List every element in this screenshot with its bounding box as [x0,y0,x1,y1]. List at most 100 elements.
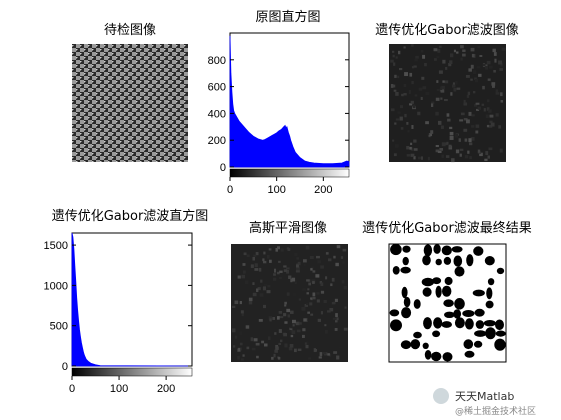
gaussian-speckle [275,346,279,350]
gabor-speckle [420,50,424,53]
gabor-speckle [435,145,439,148]
gabor-speckle [414,59,418,62]
gabor-speckle [462,53,466,57]
gaussian-speckle [324,330,328,334]
gaussian-speckle [342,261,345,264]
gabor-speckle [395,144,399,148]
gabor-speckle [471,53,475,58]
gaussian-speckle [331,277,335,282]
gabor-speckle [404,72,408,77]
gabor-speckle [453,87,457,92]
gabor-speckle [463,118,468,121]
gabor-speckle [493,70,496,73]
gaussian-speckle [315,274,320,278]
gaussian-speckle [250,264,254,268]
gaussian-speckle [279,270,283,273]
gabor-speckle [417,111,421,115]
gaussian-speckle [297,261,301,266]
gabor-speckle [393,153,397,157]
title-gaussian-image: 高斯平滑图像 [249,220,327,236]
gaussian-speckle [290,325,294,329]
gabor-speckle [445,155,450,158]
gabor-speckle [390,84,394,88]
gaussian-speckle [274,349,278,353]
original-ytick-label-2: 400 [208,108,226,120]
gabor-speckle [413,65,417,68]
defect-blob [454,266,465,277]
gaussian-speckle [267,285,271,288]
gabor-speckle [411,44,414,47]
gabor-speckle [490,122,495,127]
gaussian-speckle [283,313,287,317]
defect-blob [423,317,432,330]
gabor-speckle [479,152,483,157]
original-xtick-label-0: 0 [227,184,233,196]
gaussian-speckle [273,353,276,358]
gabor-speckle [485,151,489,156]
gabor-speckle [455,80,458,85]
gabor-speckle [495,92,500,95]
defect-blob [422,255,431,266]
gabor-speckle [449,131,454,136]
gabor-speckle [392,50,395,53]
gabor-speckle [491,82,496,86]
gaussian-speckle [341,280,345,284]
gabor-speckle [486,107,490,111]
original-ytick-label-4: 800 [208,55,226,67]
defect-blob [451,246,463,253]
gabor-speckle [413,148,418,151]
original-ytick-label-1: 200 [208,135,226,147]
gaussian-speckle [269,259,272,263]
gabor-speckle [486,124,490,128]
gabor-speckle [486,60,491,65]
gabor-speckle [444,80,449,84]
gabor-speckle [438,120,442,125]
defect-blob [442,352,453,362]
defect-blob [389,309,400,317]
gaussian-speckle [234,335,238,339]
gaussian-speckle [333,351,338,354]
gabor-speckle [463,102,468,106]
gaussian-speckle [284,343,288,348]
gaussian-speckle [324,324,327,327]
defect-blob [401,286,408,299]
gaussian-speckle [262,286,267,291]
gaussian-speckle [283,265,287,268]
gaussian-speckle [303,259,307,263]
gaussian-speckle [298,298,302,301]
defect-blob [444,276,453,286]
gabor-speckle [430,130,434,134]
gaussian-speckle [335,262,339,267]
gaussian-speckle [293,279,298,283]
gaussian-speckle [232,305,236,308]
original-histogram-bars [229,35,350,168]
gaussian-speckle [287,248,291,251]
gabor-speckle [468,138,472,143]
gaussian-speckle [239,331,243,335]
gaussian-speckle [280,339,283,343]
gabor-speckle [397,111,401,114]
gaussian-speckle [310,297,313,300]
gaussian-speckle [277,357,281,360]
gabor-speckle [481,103,485,106]
gaussian-speckle [278,260,281,263]
gabor-speckle [479,55,483,58]
gabor-speckle [470,78,473,81]
gabor-speckle [474,78,479,83]
gaussian-speckle [306,279,310,282]
panel-gabor-histogram: 遗传优化Gabor滤波直方图 0 500 1000 1500 0 100 200 [44,208,209,395]
gaussian-speckle [256,355,259,359]
gabor-speckle [442,59,446,64]
gaussian-speckle [291,277,296,282]
defect-blob [435,258,442,266]
gabor-speckle [437,48,441,53]
gabor-speckle [467,91,471,96]
defect-blob [433,317,443,329]
gaussian-speckle [278,342,282,346]
gaussian-speckle [294,252,298,257]
gaussian-speckle [259,293,264,297]
gabor-speckle [411,66,415,69]
gabor-ytick-label-0: 0 [62,361,68,373]
defect-blob [424,350,432,360]
